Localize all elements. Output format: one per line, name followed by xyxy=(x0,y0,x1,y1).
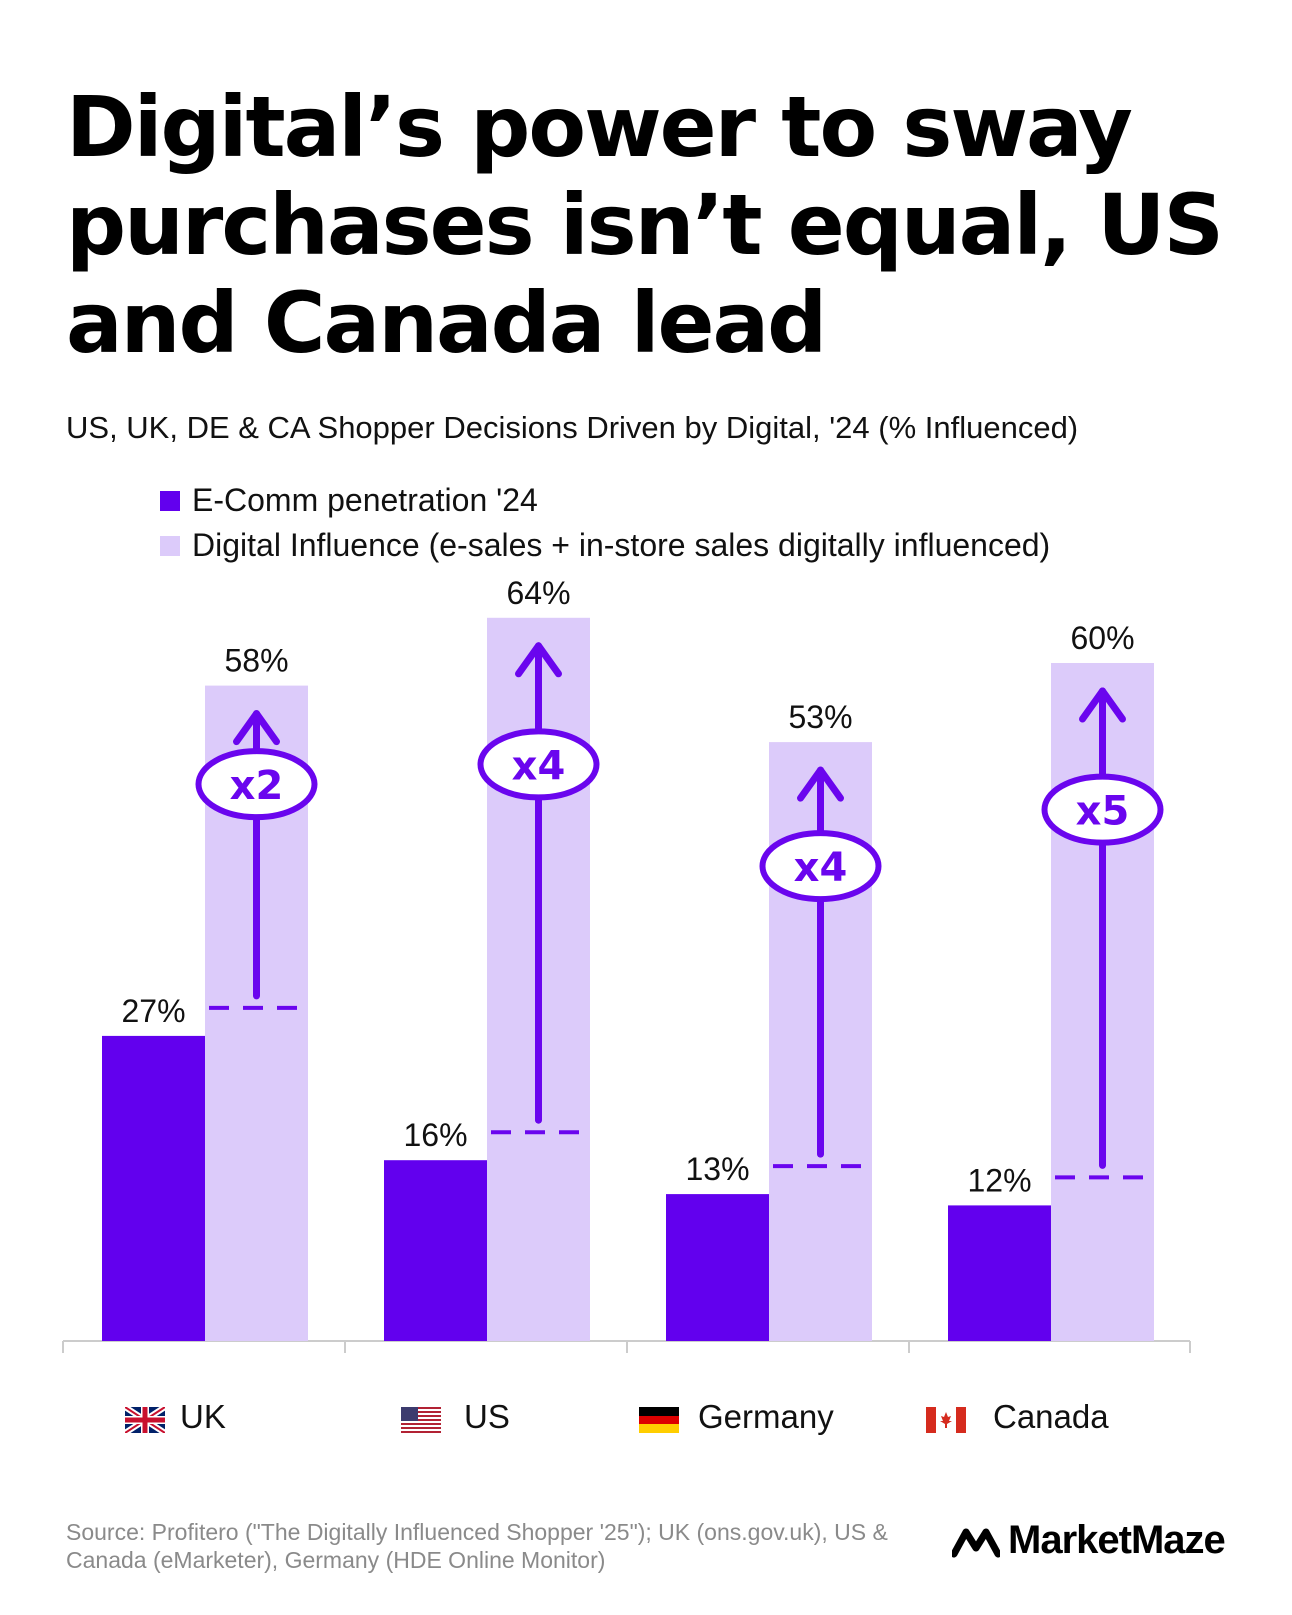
x-label-uk: UK xyxy=(180,1398,226,1435)
multiplier-badge-canada xyxy=(1041,773,1164,846)
bar-chart: 27% 58% x2 16% 64% x4 13% 53% x4 12% 60% x5 xyxy=(62,575,1191,1353)
data-label-ecomm-germany: 13% xyxy=(685,1151,749,1187)
x-label-canada: Canada xyxy=(993,1398,1109,1435)
data-label-ecomm-canada: 12% xyxy=(967,1162,1031,1198)
multiplier-badge-uk xyxy=(195,748,318,821)
arrow-head-germany xyxy=(797,766,844,802)
multiplier-badge-germany xyxy=(759,830,882,903)
legend-swatch-influence xyxy=(160,535,180,556)
multiplier-badge-us xyxy=(477,728,600,801)
multiplier-label-us: x4 xyxy=(512,743,566,789)
data-label-influence-germany: 53% xyxy=(788,699,852,735)
legend-item-influence: Digital Influence (e-sales + in-store sa… xyxy=(160,523,1050,568)
arrow-head-uk xyxy=(233,710,280,746)
chart-title: Digital’s power to sway purchases isn’t … xyxy=(66,78,1224,372)
multiplier-label-uk: x2 xyxy=(230,763,284,809)
canada-flag-icon xyxy=(926,1407,966,1433)
germany-flag-icon xyxy=(639,1407,679,1433)
data-label-influence-uk: 58% xyxy=(224,643,288,679)
data-label-influence-canada: 60% xyxy=(1070,620,1134,656)
us-flag-icon xyxy=(401,1407,441,1433)
legend-label-influence: Digital Influence (e-sales + in-store sa… xyxy=(192,527,1051,563)
marketmaze-logo-icon xyxy=(952,1528,1000,1557)
legend: E-Comm penetration '24 Digital Influence… xyxy=(160,478,1050,568)
bar-ecomm-germany xyxy=(666,1194,769,1341)
data-label-influence-us: 64% xyxy=(506,575,570,611)
uk-flag-icon xyxy=(125,1407,165,1433)
data-label-ecomm-uk: 27% xyxy=(121,993,185,1029)
bar-ecomm-uk xyxy=(102,1035,205,1341)
legend-item-ecomm: E-Comm penetration '24 xyxy=(160,478,1050,523)
bar-ecomm-canada xyxy=(948,1205,1051,1341)
data-label-ecomm-us: 16% xyxy=(403,1117,467,1153)
brand-logo: MarketMaze xyxy=(952,1518,1226,1563)
x-label-us: US xyxy=(464,1398,510,1435)
brand-name: MarketMaze xyxy=(1008,1518,1226,1562)
arrow-head-us xyxy=(515,642,562,678)
multiplier-label-germany: x4 xyxy=(794,845,848,891)
bar-ecomm-us xyxy=(384,1160,487,1341)
legend-swatch-ecomm xyxy=(160,490,180,511)
x-label-germany: Germany xyxy=(698,1398,834,1435)
chart-subtitle: US, UK, DE & CA Shopper Decisions Driven… xyxy=(66,410,1079,445)
source-note: Source: Profitero ("The Digitally Influe… xyxy=(66,1519,888,1573)
legend-label-ecomm: E-Comm penetration '24 xyxy=(192,482,538,518)
arrow-head-canada xyxy=(1079,687,1126,723)
multiplier-label-canada: x5 xyxy=(1076,789,1130,835)
